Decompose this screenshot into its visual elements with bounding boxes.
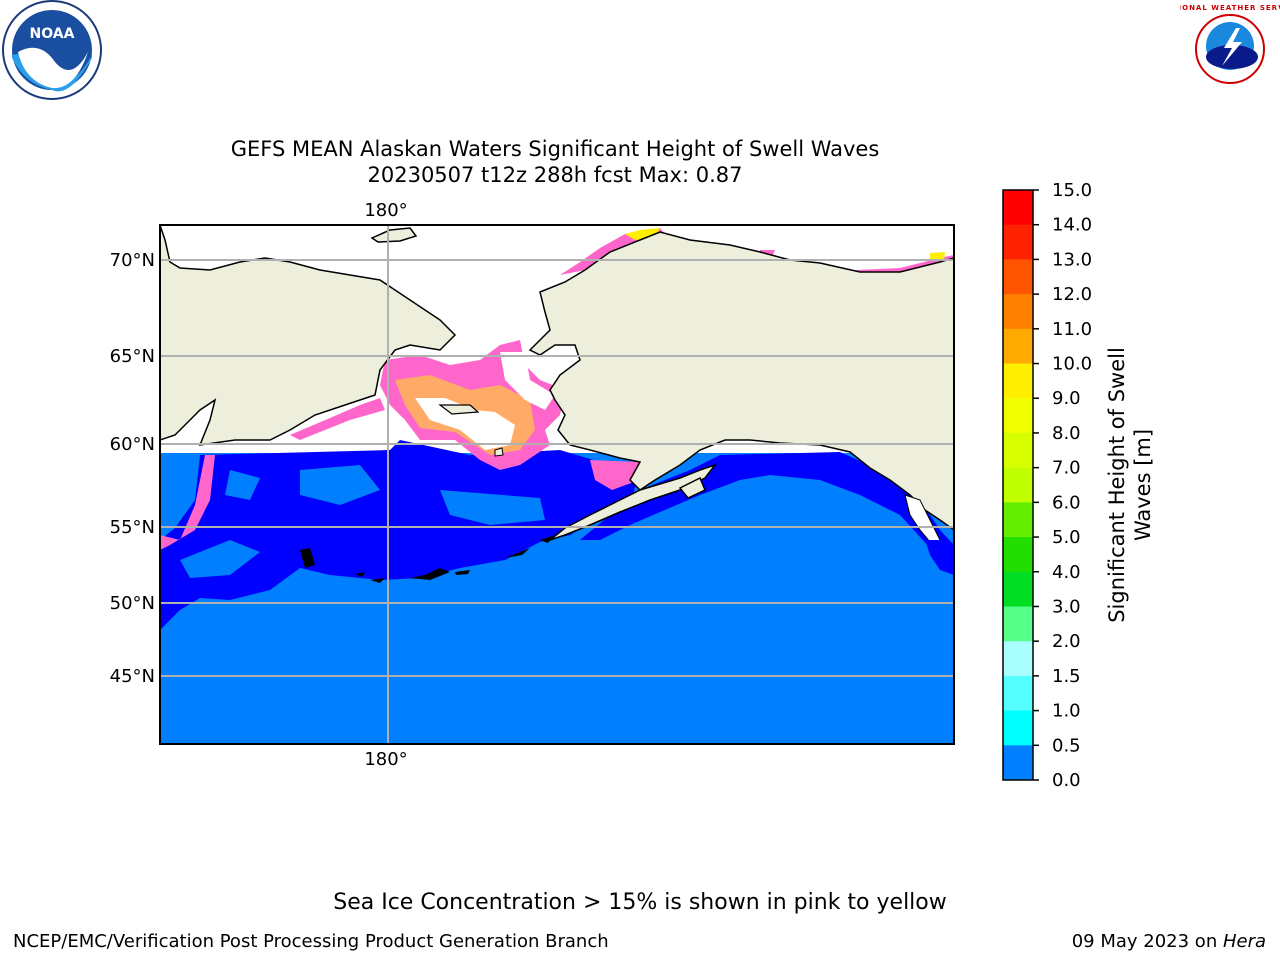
low-swell-region-bering — [160, 440, 640, 630]
colorbar-segment — [1003, 502, 1033, 538]
land-alaska-peninsula — [549, 463, 718, 541]
colorbar-label-line-1: Significant Height of Swell — [1105, 347, 1129, 623]
colorbar-tick-label: 4.0 — [1052, 562, 1081, 583]
footer-date: 09 May 2023 on Hera — [1072, 931, 1266, 952]
land-aleutian-islands — [410, 568, 450, 580]
lat-label-60: 60°N — [110, 434, 155, 455]
colorbar-segment — [1003, 259, 1033, 295]
lat-label-50: 50°N — [110, 593, 155, 614]
colorbar-tick-label: 15.0 — [1052, 180, 1092, 201]
colorbar-segment — [1003, 328, 1033, 365]
colorbar-tick-label: 2.0 — [1052, 631, 1081, 652]
colorbar-tick-label: 13.0 — [1052, 249, 1092, 270]
colorbar-segment — [1003, 432, 1033, 469]
footer-date-text: 09 May 2023 on — [1071, 931, 1223, 952]
colorbar-segment — [1003, 190, 1033, 226]
colorbar-segment — [1003, 294, 1033, 330]
colorbar-segment — [1003, 745, 1033, 781]
colorbar-frame — [1002, 189, 1034, 781]
land-st-lawrence-island — [438, 404, 480, 415]
colorbar-segment — [1003, 710, 1033, 746]
map-frame — [159, 224, 955, 745]
colorbar-tick-label: 9.0 — [1052, 388, 1081, 409]
lon-label-bottom: 180° — [364, 749, 407, 770]
colorbar-tick-label: 1.0 — [1052, 701, 1081, 722]
colorbar-tick-label: 8.0 — [1052, 423, 1081, 444]
colorbar-tick-label: 0.5 — [1052, 735, 1081, 756]
colorbar-tick-label: 10.0 — [1052, 354, 1092, 375]
colorbar-segment — [1003, 641, 1033, 677]
colorbar-tick-label: 14.0 — [1052, 215, 1092, 236]
land-wrangel-island — [370, 227, 418, 243]
nws-logo-text: NATIONAL WEATHER SERVICE — [1180, 4, 1280, 12]
footer-machine: Hera — [1222, 931, 1266, 952]
colorbar-tick-label: 11.0 — [1052, 319, 1092, 340]
colorbar-segment — [1003, 363, 1033, 399]
colorbar-tick-label: 12.0 — [1052, 284, 1092, 305]
title-line-1: GEFS MEAN Alaskan Waters Significant Hei… — [230, 137, 880, 161]
lat-label-55: 55°N — [110, 517, 155, 538]
lat-label-45: 45°N — [110, 666, 155, 687]
sea-ice-open-white — [415, 398, 515, 450]
colorbar-segment — [1003, 675, 1033, 712]
colorbar-segment — [1003, 467, 1033, 503]
colorbar-tick-label: 3.0 — [1052, 596, 1081, 617]
graticule — [160, 225, 954, 744]
colorbar-tick-label: 7.0 — [1052, 458, 1081, 479]
colorbar-tick-label: 0.0 — [1052, 770, 1081, 791]
colorbar-segment — [1003, 606, 1033, 642]
colorbar-tick-label: 6.0 — [1052, 492, 1081, 513]
title-line-2: 20230507 t12z 288h fcst Max: 0.87 — [367, 163, 743, 187]
colorbar-segment — [1003, 571, 1033, 607]
nws-logo: NATIONAL WEATHER SERVICE — [1180, 1, 1280, 97]
lat-label-70: 70°N — [110, 250, 155, 271]
colorbar-tick-label: 5.0 — [1052, 527, 1081, 548]
colorbar-segment — [1003, 224, 1033, 260]
sea-ice-note: Sea Ice Concentration > 15% is shown in … — [333, 890, 947, 915]
footer-credit: NCEP/EMC/Verification Post Processing Pr… — [13, 931, 609, 952]
colorbar-label-line-2: Waves [m] — [1131, 429, 1155, 541]
colorbar-segment — [1003, 537, 1033, 573]
colorbar: 15.0 14.0 13.0 12.0 11.0 10.0 9.0 8.0 7.0 6.0 5.0 4… — [1002, 180, 1092, 791]
lat-label-65: 65°N — [110, 346, 155, 367]
land-kodiak — [678, 476, 706, 499]
land-alaska — [528, 231, 954, 531]
noaa-logo: NOAA — [2, 0, 102, 100]
colorbar-segment — [1003, 398, 1033, 434]
lon-label-top: 180° — [364, 200, 407, 221]
colorbar-tick-label: 1.5 — [1052, 666, 1081, 687]
map-panel: 180° 180° 70°N 65°N 60°N 55°N 50°N 45°N … — [110, 180, 1155, 791]
noaa-logo-text: NOAA — [30, 26, 75, 42]
